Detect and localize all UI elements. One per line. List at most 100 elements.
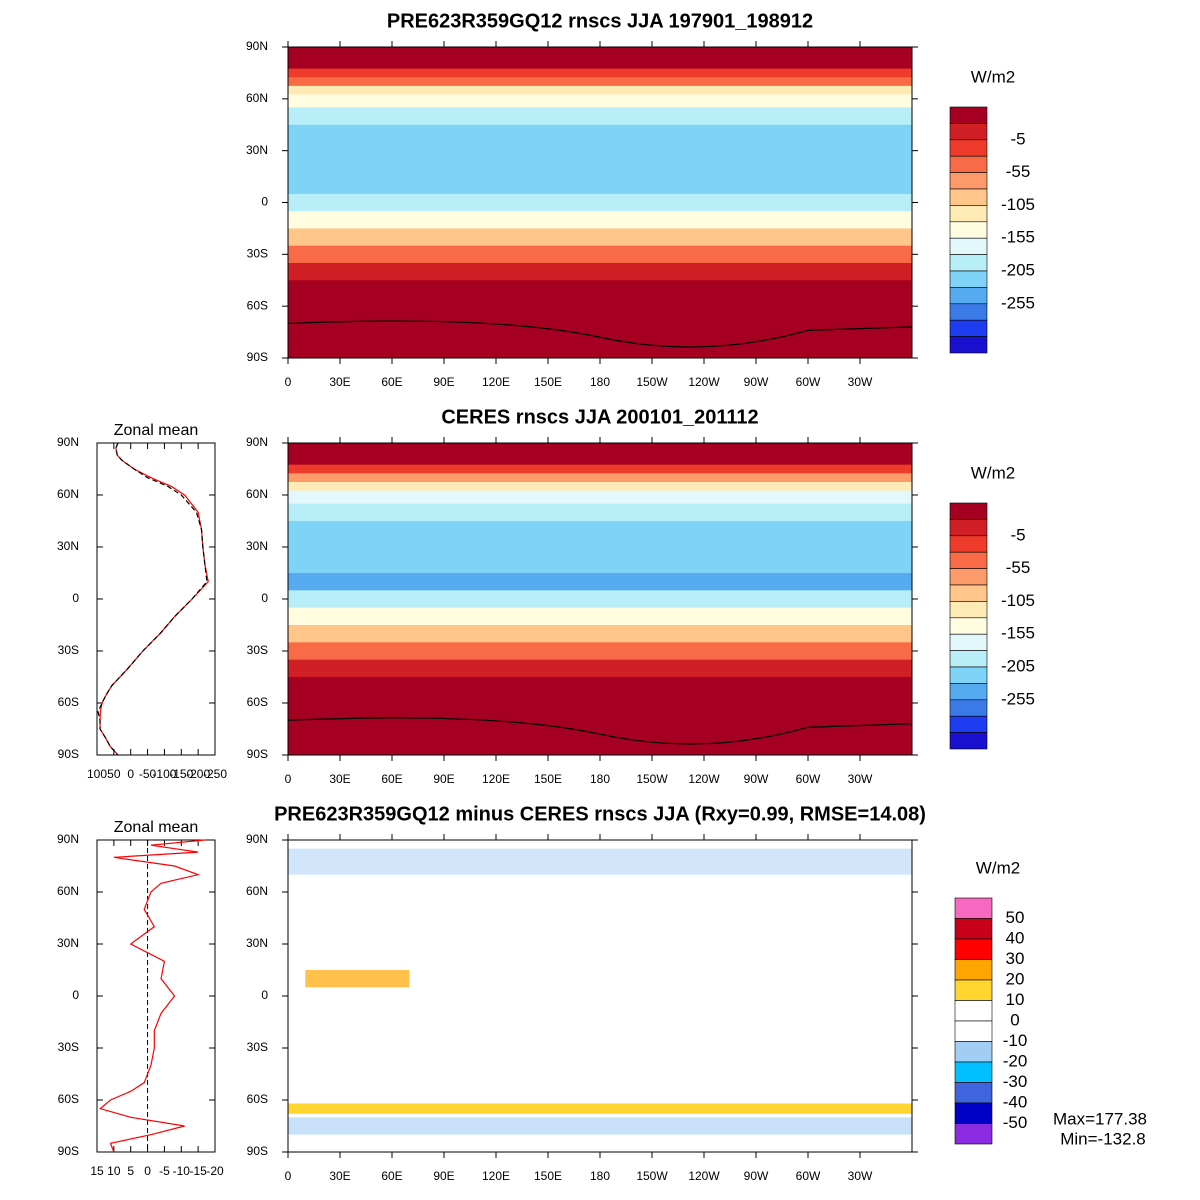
y-tick-label: 30S <box>58 1040 79 1054</box>
colorbar-label: -155 <box>1001 228 1035 247</box>
colorbar-units: W/m2 <box>971 463 1015 482</box>
field-band <box>288 124 912 143</box>
x-tick-label: 60E <box>381 375 402 389</box>
zonal-title: Zonal mean <box>114 819 199 836</box>
coastline <box>287 717 913 745</box>
colorbar-label: 20 <box>1006 969 1025 988</box>
x-tick-label: 90E <box>433 1169 454 1183</box>
field-band <box>288 473 912 483</box>
zonal-title: Zonal mean <box>114 422 199 439</box>
colorbar-label: -5 <box>1010 525 1025 544</box>
zonal-line <box>97 442 208 756</box>
x-tick-label: 120W <box>688 1169 720 1183</box>
colorbar-label: -155 <box>1001 624 1035 643</box>
colorbar-label: -205 <box>1001 656 1035 675</box>
field-band <box>288 698 912 708</box>
y-tick-label: 90S <box>247 350 268 364</box>
field-band <box>288 659 912 678</box>
x-tick-label: -10 <box>173 1164 191 1178</box>
colorbar-label: -20 <box>1003 1051 1028 1070</box>
colorbar-label: 10 <box>1006 990 1025 1009</box>
x-tick-label: 30W <box>848 772 873 786</box>
colorbar-box <box>949 666 988 684</box>
y-tick-label: 90S <box>247 1144 268 1158</box>
x-tick-label: 120E <box>482 1169 510 1183</box>
field-band <box>288 733 912 743</box>
x-tick-label: 120E <box>482 375 510 389</box>
colorbar-box <box>954 897 993 919</box>
x-tick-label: 150W <box>636 772 668 786</box>
colorbar-label: -50 <box>1003 1113 1028 1132</box>
field-band <box>288 707 912 717</box>
x-tick-label: 120W <box>688 772 720 786</box>
colorbar-box <box>949 568 988 586</box>
field-band <box>288 47 912 51</box>
x-tick-label: -5 <box>159 1164 170 1178</box>
y-tick-label: 30N <box>57 936 79 950</box>
colorbar-box <box>949 551 988 569</box>
colorbar-label: -105 <box>1001 195 1035 214</box>
y-tick-label: 60S <box>58 1092 79 1106</box>
colorbar-box <box>949 221 988 239</box>
field-patch <box>305 970 410 988</box>
field-band <box>288 193 912 212</box>
field-band <box>288 742 912 752</box>
map-title: PRE623R359GQ12 minus CERES rnscs JJA (Rx… <box>274 803 926 825</box>
y-tick-label: 30S <box>247 643 268 657</box>
x-tick-label: 180 <box>590 1169 610 1183</box>
x-tick-label: 150W <box>636 1169 668 1183</box>
y-tick-label: 90N <box>57 832 79 846</box>
field-band <box>288 107 912 126</box>
colorbar-box <box>954 1082 993 1104</box>
x-tick-label: 150W <box>636 375 668 389</box>
x-tick-label: -250 <box>203 767 227 781</box>
y-tick-label: 30N <box>246 143 268 157</box>
field-band <box>288 482 912 492</box>
field-band <box>288 310 912 320</box>
colorbar-label: -55 <box>1006 558 1031 577</box>
field-band <box>288 490 912 505</box>
x-tick-label: 0 <box>144 1164 151 1178</box>
colorbar-box <box>954 1123 993 1145</box>
x-tick-label: 180 <box>590 772 610 786</box>
colorbar-box <box>949 287 988 305</box>
field-band <box>288 77 912 87</box>
x-tick-label: 90W <box>744 375 769 389</box>
field-patch <box>288 1117 912 1135</box>
colorbar-box <box>949 188 988 206</box>
colorbar-box <box>949 123 988 141</box>
colorbar-label: -255 <box>1001 689 1035 708</box>
zonal-frame <box>96 442 216 756</box>
field-band <box>288 176 912 195</box>
x-tick-label: 120W <box>688 375 720 389</box>
x-tick-label: -20 <box>206 1164 224 1178</box>
y-tick-label: 0 <box>261 195 268 209</box>
field-band <box>288 538 912 557</box>
field-band <box>288 443 912 447</box>
x-tick-label: 150E <box>534 375 562 389</box>
x-tick-label: 0 <box>285 1169 292 1183</box>
y-tick-label: 60N <box>246 487 268 501</box>
y-tick-label: 90S <box>58 747 79 761</box>
field-band <box>288 690 912 700</box>
field-band <box>288 228 912 247</box>
field-band <box>288 555 912 574</box>
x-tick-label: -15 <box>189 1164 207 1178</box>
field-band <box>288 49 912 57</box>
y-tick-label: 0 <box>261 591 268 605</box>
x-tick-label: 30W <box>848 375 873 389</box>
field-patch <box>288 848 912 875</box>
field-band <box>288 159 912 178</box>
colorbar-label: -30 <box>1003 1072 1028 1091</box>
x-tick-label: 0 <box>285 772 292 786</box>
colorbar-box <box>949 683 988 701</box>
colorbar-box <box>954 1102 993 1124</box>
x-tick-label: 30E <box>329 375 350 389</box>
field-band <box>288 245 912 264</box>
x-tick-label: 150E <box>534 1169 562 1183</box>
y-tick-label: 30S <box>58 643 79 657</box>
y-tick-label: 60S <box>247 695 268 709</box>
colorbar-label: 50 <box>1006 908 1025 927</box>
field-band <box>288 142 912 160</box>
y-tick-label: 30S <box>247 1040 268 1054</box>
